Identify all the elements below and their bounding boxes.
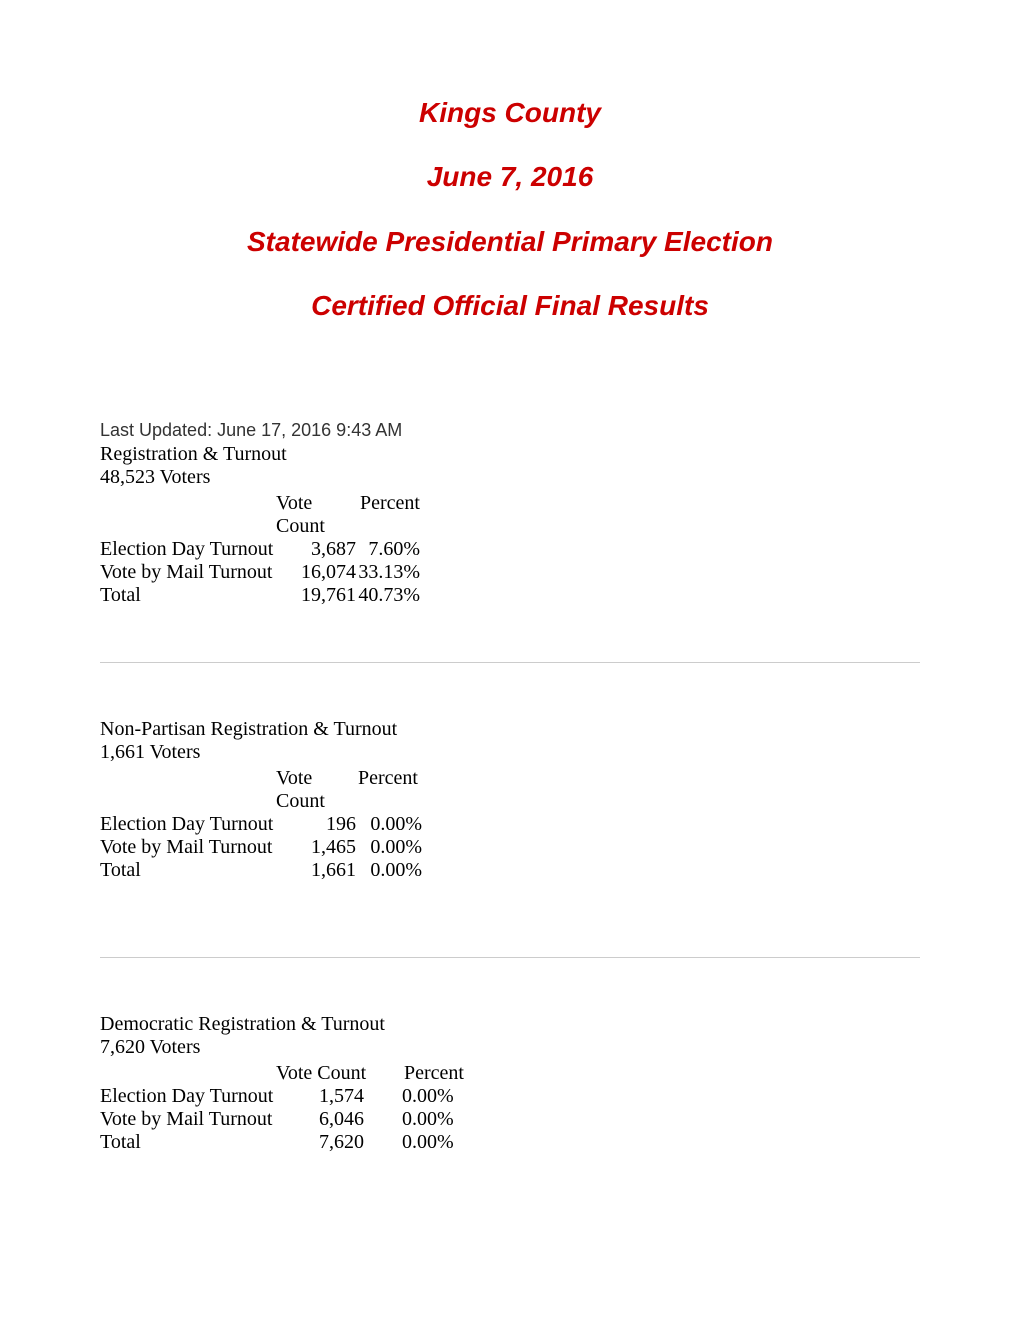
row-percent: 0.00% xyxy=(356,813,422,836)
table-row: Vote by Mail Turnout 16,074 33.13% xyxy=(100,561,420,584)
row-count: 196 xyxy=(276,813,356,836)
table-row: Total 1,661 0.00% xyxy=(100,859,422,882)
table-row: Total 7,620 0.00% xyxy=(100,1131,464,1154)
row-percent: 33.13% xyxy=(356,561,420,584)
row-percent: 40.73% xyxy=(356,584,420,607)
row-label: Vote by Mail Turnout xyxy=(100,836,276,859)
turnout-table: Vote Count Percent Election Day Turnout … xyxy=(100,767,422,882)
row-percent: 0.00% xyxy=(402,1131,464,1154)
row-percent: 0.00% xyxy=(356,859,422,882)
turnout-table: Vote Count Percent Election Day Turnout … xyxy=(100,492,420,607)
header-county: Kings County xyxy=(100,95,920,131)
section-democratic: Democratic Registration & Turnout 7,620 … xyxy=(100,1013,920,1154)
table-row: Vote by Mail Turnout 1,465 0.00% xyxy=(100,836,422,859)
table-row: Election Day Turnout 196 0.00% xyxy=(100,813,422,836)
header-results: Certified Official Final Results xyxy=(100,288,920,324)
row-percent: 0.00% xyxy=(356,836,422,859)
section-title: Registration & Turnout xyxy=(100,443,920,466)
table-header-count: Vote Count xyxy=(276,1062,402,1085)
divider xyxy=(100,662,920,663)
table-row: Total 19,761 40.73% xyxy=(100,584,420,607)
row-label: Election Day Turnout xyxy=(100,1085,276,1108)
row-count: 1,465 xyxy=(276,836,356,859)
table-row: Election Day Turnout 1,574 0.00% xyxy=(100,1085,464,1108)
row-percent: 7.60% xyxy=(356,538,420,561)
voters-count: 1,661 Voters xyxy=(100,741,920,764)
table-header-row: Vote Count Percent xyxy=(100,492,420,538)
row-label: Vote by Mail Turnout xyxy=(100,561,276,584)
section-title: Non-Partisan Registration & Turnout xyxy=(100,718,920,741)
row-count: 6,046 xyxy=(276,1108,402,1131)
row-label: Total xyxy=(100,859,276,882)
table-header-percent: Percent xyxy=(356,492,420,538)
row-label: Vote by Mail Turnout xyxy=(100,1108,276,1131)
row-count: 1,661 xyxy=(276,859,356,882)
table-header-percent: Percent xyxy=(402,1062,464,1085)
table-header-blank xyxy=(100,492,276,538)
divider xyxy=(100,957,920,958)
header-date: June 7, 2016 xyxy=(100,159,920,195)
table-header-count: Vote Count xyxy=(276,492,356,538)
table-header-row: Vote Count Percent xyxy=(100,767,422,813)
turnout-table: Vote Count Percent Election Day Turnout … xyxy=(100,1062,464,1154)
section-registration-turnout: Last Updated: June 17, 2016 9:43 AM Regi… xyxy=(100,420,920,607)
row-count: 1,574 xyxy=(276,1085,402,1108)
header-election: Statewide Presidential Primary Election xyxy=(100,224,920,260)
row-label: Total xyxy=(100,584,276,607)
page: Kings County June 7, 2016 Statewide Pres… xyxy=(0,0,1020,1254)
section-title: Democratic Registration & Turnout xyxy=(100,1013,920,1036)
voters-count: 7,620 Voters xyxy=(100,1036,920,1059)
table-header-count: Vote Count xyxy=(276,767,356,813)
table-header-percent: Percent xyxy=(356,767,422,813)
row-count: 7,620 xyxy=(276,1131,402,1154)
row-label: Election Day Turnout xyxy=(100,538,276,561)
last-updated: Last Updated: June 17, 2016 9:43 AM xyxy=(100,420,920,441)
row-percent: 0.00% xyxy=(402,1085,464,1108)
voters-count: 48,523 Voters xyxy=(100,466,920,489)
table-header-blank xyxy=(100,767,276,813)
table-header-row: Vote Count Percent xyxy=(100,1062,464,1085)
row-percent: 0.00% xyxy=(402,1108,464,1131)
table-row: Election Day Turnout 3,687 7.60% xyxy=(100,538,420,561)
table-header-blank xyxy=(100,1062,276,1085)
row-count: 19,761 xyxy=(276,584,356,607)
section-nonpartisan: Non-Partisan Registration & Turnout 1,66… xyxy=(100,718,920,882)
row-count: 3,687 xyxy=(276,538,356,561)
document-header: Kings County June 7, 2016 Statewide Pres… xyxy=(100,95,920,325)
table-row: Vote by Mail Turnout 6,046 0.00% xyxy=(100,1108,464,1131)
row-label: Election Day Turnout xyxy=(100,813,276,836)
row-label: Total xyxy=(100,1131,276,1154)
row-count: 16,074 xyxy=(276,561,356,584)
